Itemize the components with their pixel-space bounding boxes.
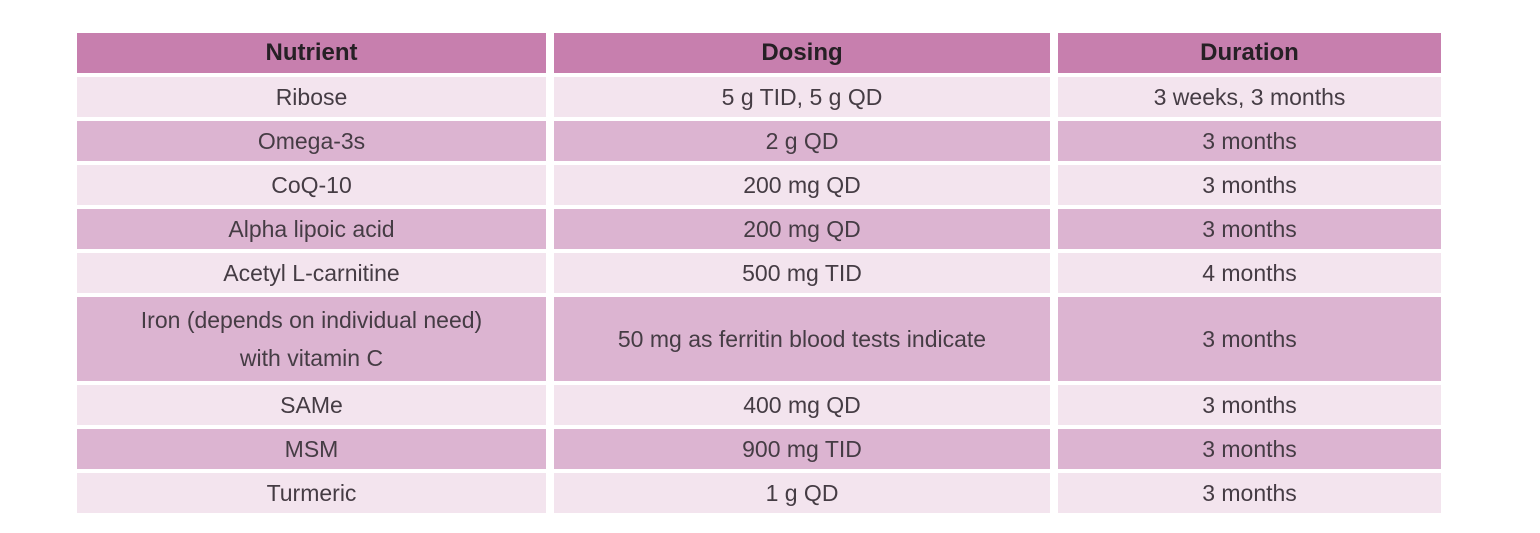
- cell-nutrient: CoQ-10: [77, 165, 546, 205]
- cell-dosing: 400 mg QD: [554, 385, 1050, 425]
- cell-dosing: 900 mg TID: [554, 429, 1050, 469]
- cell-dosing: 5 g TID, 5 g QD: [554, 77, 1050, 117]
- cell-nutrient: Acetyl L-carnitine: [77, 253, 546, 293]
- cell-dosing: 200 mg QD: [554, 209, 1050, 249]
- cell-nutrient: SAMe: [77, 385, 546, 425]
- cell-duration: 4 months: [1058, 253, 1441, 293]
- cell-nutrient: Turmeric: [77, 473, 546, 513]
- cell-duration: 3 months: [1058, 429, 1441, 469]
- nutrient-line2: with vitamin C: [239, 344, 384, 371]
- cell-dosing: 500 mg TID: [554, 253, 1050, 293]
- cell-dosing: 2 g QD: [554, 121, 1050, 161]
- cell-nutrient: Alpha lipoic acid: [77, 209, 546, 249]
- column-header-duration: Duration: [1058, 33, 1441, 73]
- cell-dosing: 200 mg QD: [554, 165, 1050, 205]
- cell-dosing: 1 g QD: [554, 473, 1050, 513]
- cell-duration: 3 weeks, 3 months: [1058, 77, 1441, 117]
- cell-nutrient: Omega-3s: [77, 121, 546, 161]
- cell-nutrient: Iron (depends on individual need) with v…: [77, 297, 546, 381]
- column-header-dosing: Dosing: [554, 33, 1050, 73]
- cell-duration: 3 months: [1058, 121, 1441, 161]
- cell-duration: 3 months: [1058, 209, 1441, 249]
- cell-duration: 3 months: [1058, 297, 1441, 381]
- cell-duration: 3 months: [1058, 165, 1441, 205]
- cell-duration: 3 months: [1058, 385, 1441, 425]
- nutrient-line1: Iron (depends on individual need): [140, 306, 483, 333]
- cell-duration: 3 months: [1058, 473, 1441, 513]
- nutrient-dosing-table: Nutrient Dosing Duration Ribose 5 g TID,…: [77, 33, 1441, 513]
- cell-nutrient: MSM: [77, 429, 546, 469]
- cell-dosing: 50 mg as ferritin blood tests indicate: [554, 297, 1050, 381]
- column-header-nutrient: Nutrient: [77, 33, 546, 73]
- cell-nutrient: Ribose: [77, 77, 546, 117]
